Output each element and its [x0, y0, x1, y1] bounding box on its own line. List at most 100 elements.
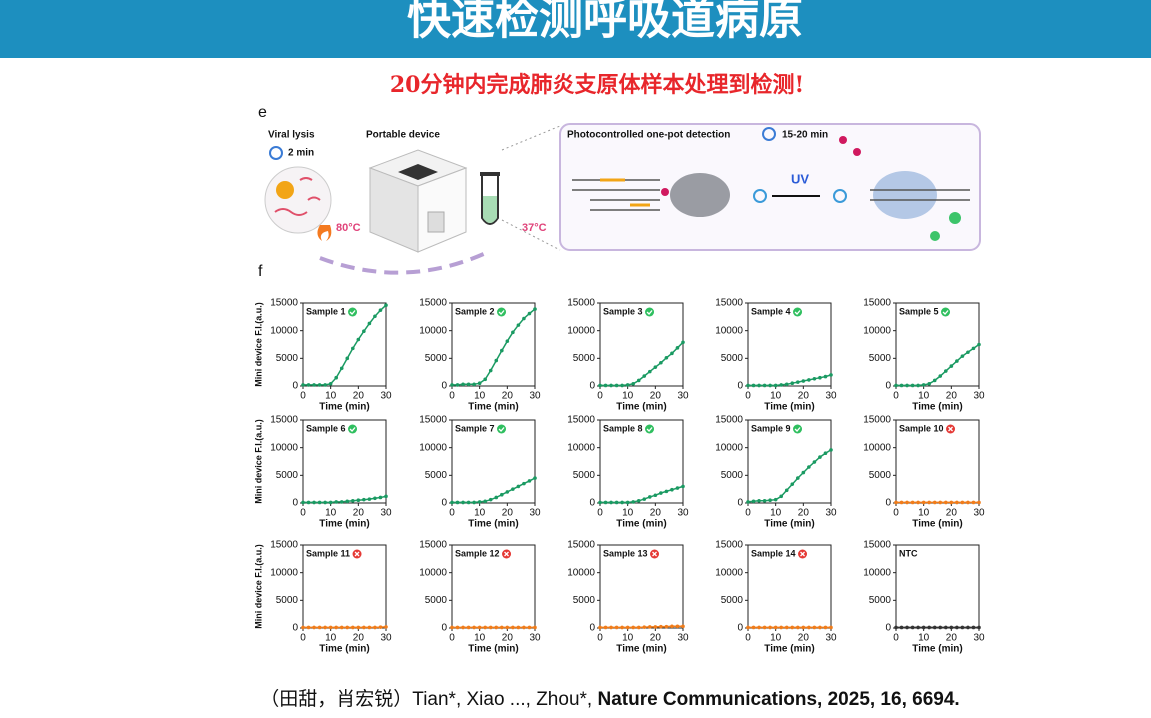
device-slot: [398, 164, 438, 180]
data-point: [784, 625, 789, 630]
x-axis-label: Time (min): [319, 519, 369, 530]
chart-title: Sample 7: [455, 423, 495, 433]
released-marker: [839, 136, 847, 144]
y-axis-label: Mini device F.I.(a.u.): [253, 302, 263, 387]
x-tick-label: 0: [893, 508, 899, 519]
plot-frame: [302, 419, 387, 504]
data-point: [977, 342, 981, 347]
data-point: [905, 500, 909, 505]
chart-title: Sample 9: [751, 423, 791, 433]
data-point: [477, 500, 482, 504]
data-point: [938, 625, 943, 630]
data-point: [812, 377, 817, 381]
data-point: [614, 383, 619, 388]
data-point: [916, 500, 920, 505]
temperature: 80°C: [336, 222, 361, 234]
x-tick-label: 10: [325, 391, 337, 402]
x-axis-label: Time (min): [468, 402, 518, 413]
y-tick-label: 5000: [869, 595, 892, 606]
subtitle: 20分钟内完成肺炎支原体样本处理到检测!: [390, 72, 804, 98]
y-tick-label: 0: [885, 623, 891, 634]
plot-frame: [302, 544, 387, 629]
data-point: [768, 383, 772, 388]
x-tick-label: 0: [745, 508, 751, 519]
data-point: [746, 383, 750, 388]
data-point: [664, 624, 669, 629]
data-point: [455, 500, 460, 505]
data-point: [681, 340, 685, 345]
y-tick-label: 0: [292, 498, 298, 509]
y-tick-label: 0: [589, 381, 595, 392]
x-tick-label: 30: [677, 391, 689, 402]
plot-frame: [747, 302, 832, 387]
data-point: [636, 625, 641, 630]
data-point: [960, 625, 965, 630]
plot-frame: [451, 302, 536, 387]
panel-label: e: [258, 104, 267, 121]
y-axis-label: Mini device F.I.(a.u.): [253, 419, 263, 504]
y-tick-label: 15000: [863, 415, 891, 426]
data-point: [790, 381, 795, 386]
citation: （田甜，肖宏锐）Tian*, Xiao ..., Zhou*, Nature C…: [260, 688, 959, 710]
data-point: [488, 497, 493, 502]
x-tick-label: 30: [825, 633, 837, 644]
data-point: [522, 625, 526, 630]
x-axis-label: Time (min): [764, 402, 814, 413]
x-tick-label: 0: [300, 508, 306, 519]
data-point: [955, 500, 959, 505]
status-glyph: [349, 310, 356, 315]
fluorescence: [930, 231, 940, 241]
status-icon: [793, 307, 803, 317]
data-point: [971, 625, 976, 630]
data-point: [944, 625, 948, 630]
data-point: [323, 500, 327, 505]
data-point: [894, 383, 898, 388]
data-point: [675, 346, 680, 350]
plot-frame: [747, 544, 832, 629]
data-line: [600, 341, 684, 387]
data-point: [450, 383, 454, 387]
data-point: [620, 383, 624, 388]
flow-arrow: [319, 250, 489, 275]
data-point: [944, 500, 948, 505]
data-point: [670, 624, 674, 629]
data-point: [899, 500, 904, 505]
status-icon: [793, 424, 803, 434]
chart-title: Sample 11: [306, 548, 350, 558]
data-point: [905, 383, 909, 388]
chart-title: Sample 4: [751, 306, 791, 316]
data-point: [642, 497, 647, 501]
uv-label: UV: [791, 171, 809, 186]
x-tick-label: 0: [300, 633, 306, 644]
x-tick-label: 0: [597, 508, 603, 519]
x-axis-label: Time (min): [616, 402, 666, 413]
x-tick-label: 0: [449, 391, 455, 402]
data-point: [483, 625, 488, 630]
x-tick-label: 10: [918, 633, 930, 644]
status-icon: [497, 424, 507, 434]
data-point: [664, 355, 669, 360]
data-point: [932, 625, 937, 630]
header-bar: [0, 0, 1151, 58]
data-point: [306, 500, 311, 505]
data-point: [356, 337, 361, 342]
data-point: [317, 625, 322, 630]
virus-icon: [276, 181, 294, 199]
y-tick-label: 0: [441, 381, 447, 392]
data-point: [306, 625, 311, 630]
target-dna: [870, 189, 970, 201]
y-tick-label: 15000: [419, 415, 447, 426]
x-axis-label: Time (min): [764, 519, 814, 530]
data-line: [600, 485, 684, 504]
y-tick-label: 10000: [567, 325, 595, 336]
data-point: [807, 465, 811, 469]
data-line: [896, 343, 980, 387]
data-point: [773, 383, 778, 388]
y-tick-label: 5000: [573, 470, 596, 481]
data-point: [516, 323, 521, 327]
y-axis-label: Mini device F.I.(a.u.): [253, 544, 263, 629]
data-point: [312, 383, 316, 387]
data-point: [505, 490, 510, 494]
data-point: [642, 625, 647, 629]
data-point: [511, 625, 515, 630]
